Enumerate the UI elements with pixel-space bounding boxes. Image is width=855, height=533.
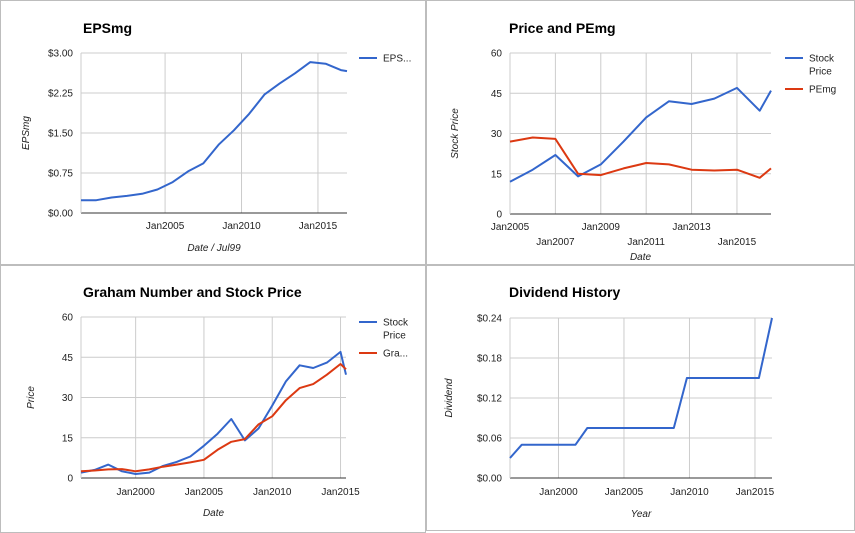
chart2-x-tick-label: Jan2009	[582, 222, 621, 233]
chart3-x-tick-label: Jan2010	[253, 487, 292, 498]
chart3-legend-item: Stock Price	[359, 318, 409, 342]
chart4-series-line-1	[509, 317, 773, 459]
eps-chart-panel: EPSmg $0.00 $0.75 $1.50 $2.25 $3.00 Jan2005 Jan…	[0, 0, 426, 265]
chart2-y-tick-label: 0	[496, 210, 502, 221]
chart1-y-axis-title: EPSmg	[21, 116, 32, 150]
chart1-legend-label: EPS...	[383, 54, 411, 65]
chart2-y-tick-label: 30	[491, 129, 503, 140]
chart3-y-tick-label: 60	[62, 313, 74, 324]
price-pe-chart-panel: Price and PEmg 0 15 30 45 60 Jan2005 Jan2007 Jan…	[426, 0, 855, 265]
chart2-legend-item: Stock Price	[785, 54, 835, 78]
chart3-series-line-gra	[80, 363, 347, 473]
chart2-y-tick-label: 45	[491, 89, 503, 100]
chart2-series-line-pemg	[509, 136, 772, 179]
chart3-x-tick-label: Jan2000	[116, 487, 155, 498]
chart3-series-line-stock-price	[80, 350, 347, 475]
chart3-y-axis-title: Price	[26, 386, 37, 409]
price-pe-chart: Price and PEmg 0 15 30 45 60 Jan2005 Jan2007 Jan…	[450, 20, 836, 263]
chart1-gridlines	[81, 52, 347, 214]
chart4-x-tick-label: Jan2000	[539, 487, 578, 498]
chart1-y-tick-label: $2.25	[48, 89, 73, 100]
dividend-chart: Dividend History $0.00 $0.06 $0.12 $0.18 $0.2…	[444, 284, 775, 520]
chart2-x-tick-label: Jan2013	[672, 222, 711, 233]
chart2-series-line-stock-price	[509, 86, 772, 183]
graham-chart-panel: Graham Number and Stock Price 0 15 30 45 60 Ja…	[0, 265, 426, 533]
chart2-legend-label: PEmg	[809, 85, 836, 96]
chart1-x-tick-label: Jan2005	[146, 221, 185, 232]
chart4-y-tick-label: $0.18	[477, 354, 502, 365]
chart3-x-axis-title: Date	[203, 508, 225, 519]
chart3-y-tick-label: 15	[62, 433, 74, 444]
chart2-y-tick-label: 15	[491, 169, 503, 180]
chart1-legend-item: EPS...	[359, 54, 411, 65]
chart2-x-tick-label: Jan2005	[491, 222, 530, 233]
chart2-x-tick-label: Jan2007	[536, 237, 575, 248]
chart1-series-line-eps	[81, 61, 348, 202]
chart1-y-tick-label: $0.75	[48, 169, 73, 180]
chart2-x-axis-title: Date	[630, 252, 652, 263]
chart4-title: Dividend History	[509, 284, 620, 300]
chart4-x-tick-label: Jan2005	[605, 487, 644, 498]
chart3-legend-item: Gra...	[359, 349, 408, 360]
chart1-y-tick-label: $1.50	[48, 129, 73, 140]
chart2-gridlines	[509, 52, 771, 215]
chart4-x-axis-title: Year	[631, 509, 652, 520]
chart4-y-axis-title: Dividend	[444, 378, 455, 417]
chart1-x-axis-title: Date / Jul99	[187, 243, 241, 254]
chart2-legend-item: PEmg	[785, 85, 836, 96]
chart2-x-tick-label: Jan2011	[627, 237, 665, 248]
eps-chart: EPSmg $0.00 $0.75 $1.50 $2.25 $3.00 Jan2005 Jan…	[21, 20, 411, 254]
chart3-y-tick-label: 30	[62, 393, 74, 404]
chart4-x-tick-label: Jan2015	[736, 487, 775, 498]
chart3-y-tick-label: 0	[67, 474, 73, 485]
chart4-y-tick-label: $0.06	[477, 434, 502, 445]
chart4-gridlines	[510, 317, 772, 479]
chart3-x-tick-label: Jan2015	[321, 487, 360, 498]
chart4-x-tick-label: Jan2010	[670, 487, 709, 498]
chart3-x-tick-label: Jan2005	[185, 487, 224, 498]
chart3-legend-label: Gra...	[383, 349, 408, 360]
chart3-legend-label: Stock Price	[383, 318, 409, 342]
chart1-x-tick-label: Jan2010	[222, 221, 261, 232]
chart3-title: Graham Number and Stock Price	[83, 284, 302, 300]
chart4-y-tick-label: $0.00	[477, 474, 502, 485]
chart2-y-axis-title: Stock Price	[450, 108, 461, 159]
chart2-title: Price and PEmg	[509, 20, 616, 36]
chart2-x-tick-label: Jan2015	[718, 237, 757, 248]
chart1-y-tick-label: $0.00	[48, 209, 73, 220]
chart4-y-tick-label: $0.24	[477, 314, 502, 325]
chart4-y-tick-label: $0.12	[477, 394, 502, 405]
graham-chart: Graham Number and Stock Price 0 15 30 45 60 Ja…	[26, 284, 409, 519]
chart1-x-tick-label: Jan2015	[299, 221, 338, 232]
chart1-title: EPSmg	[83, 20, 132, 36]
chart1-y-tick-label: $3.00	[48, 49, 73, 60]
dividend-chart-panel: Dividend History $0.00 $0.06 $0.12 $0.18 $0.2…	[426, 265, 855, 531]
chart3-y-tick-label: 45	[62, 353, 74, 364]
chart2-y-tick-label: 60	[491, 49, 503, 60]
chart2-legend-label: Stock Price	[809, 54, 835, 78]
